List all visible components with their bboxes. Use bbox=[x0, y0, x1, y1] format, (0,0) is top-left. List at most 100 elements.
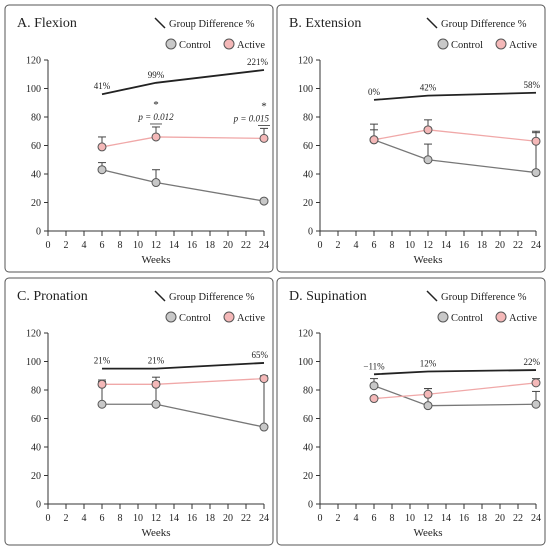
legend-difference-swatch bbox=[154, 17, 166, 29]
y-tick-label: 120 bbox=[298, 56, 313, 67]
significance-p-value: p = 0.012 bbox=[137, 112, 174, 122]
x-axis-label: Weeks bbox=[413, 254, 442, 266]
x-tick-label: 8 bbox=[118, 240, 123, 251]
x-tick-label: 16 bbox=[459, 513, 469, 524]
x-tick-label: 16 bbox=[187, 513, 197, 524]
difference-label: 221% bbox=[247, 57, 269, 67]
y-tick-label: 60 bbox=[31, 141, 41, 152]
active-point bbox=[151, 132, 161, 142]
legend-control-label: Control bbox=[451, 40, 483, 51]
x-tick-label: 20 bbox=[495, 513, 505, 524]
x-tick-label: 8 bbox=[390, 240, 395, 251]
x-tick-label: 12 bbox=[151, 513, 161, 524]
active-point bbox=[531, 378, 541, 388]
x-tick-label: 10 bbox=[405, 240, 415, 251]
y-tick-label: 80 bbox=[303, 386, 313, 397]
x-tick-label: 0 bbox=[46, 513, 51, 524]
y-tick-label: 100 bbox=[26, 357, 41, 368]
panel-frame bbox=[276, 277, 546, 546]
x-tick-label: 6 bbox=[100, 513, 105, 524]
difference-line bbox=[373, 369, 537, 376]
x-tick-label: 0 bbox=[46, 240, 51, 251]
x-tick-label: 14 bbox=[169, 240, 179, 251]
y-tick-label: 60 bbox=[303, 414, 313, 425]
x-tick-label: 18 bbox=[205, 240, 215, 251]
y-tick-label: 120 bbox=[298, 329, 313, 340]
y-tick-label: 100 bbox=[298, 357, 313, 368]
significance-p-value: p = 0.015 bbox=[233, 113, 270, 123]
y-tick-label: 60 bbox=[31, 414, 41, 425]
x-tick-label: 18 bbox=[477, 240, 487, 251]
difference-label: 22% bbox=[524, 357, 541, 367]
chart-panel-4: D. Supination Group Difference % Control Ac… bbox=[276, 277, 546, 546]
legend-control-marker bbox=[165, 38, 177, 50]
x-tick-label: 10 bbox=[133, 513, 143, 524]
active-point bbox=[423, 125, 433, 135]
y-tick-label: 60 bbox=[303, 141, 313, 152]
y-tick-label: 20 bbox=[303, 198, 313, 209]
legend-active-label: Active bbox=[509, 40, 537, 51]
active-point bbox=[97, 142, 107, 152]
control-point bbox=[423, 155, 433, 165]
difference-label: 21% bbox=[148, 356, 165, 366]
chart-panel-3: C. Pronation Group Difference % Control Act… bbox=[4, 277, 274, 546]
y-tick-label: 40 bbox=[303, 443, 313, 454]
x-tick-label: 10 bbox=[133, 240, 143, 251]
chart-panel-1: A. Flexion Group Difference % Control Activ… bbox=[4, 4, 274, 273]
x-tick-label: 6 bbox=[372, 240, 377, 251]
x-tick-label: 0 bbox=[318, 513, 323, 524]
x-axis-label: Weeks bbox=[141, 254, 170, 266]
legend-active-label: Active bbox=[237, 40, 265, 51]
x-tick-label: 2 bbox=[64, 240, 69, 251]
y-tick-label: 40 bbox=[31, 443, 41, 454]
legend-active-marker bbox=[223, 311, 235, 323]
active-point bbox=[151, 379, 161, 389]
difference-label: 99% bbox=[148, 70, 165, 80]
difference-label: 12% bbox=[420, 358, 437, 368]
x-tick-label: 10 bbox=[405, 513, 415, 524]
control-point bbox=[151, 399, 161, 409]
legend-control-marker bbox=[437, 38, 449, 50]
x-tick-label: 18 bbox=[205, 513, 215, 524]
x-tick-label: 24 bbox=[531, 513, 541, 524]
chart-title: B. Extension bbox=[289, 16, 361, 31]
y-tick-label: 40 bbox=[31, 170, 41, 181]
control-point bbox=[97, 165, 107, 175]
x-tick-label: 24 bbox=[259, 513, 269, 524]
x-tick-label: 12 bbox=[423, 513, 433, 524]
control-point bbox=[423, 401, 433, 411]
legend-difference-label: Group Difference % bbox=[169, 292, 255, 303]
control-point bbox=[369, 381, 379, 391]
x-axis-label: Weeks bbox=[413, 527, 442, 539]
significance-star: * bbox=[261, 100, 267, 112]
legend-active-label: Active bbox=[509, 313, 537, 324]
x-tick-label: 14 bbox=[169, 513, 179, 524]
y-tick-label: 0 bbox=[308, 500, 313, 511]
x-tick-label: 8 bbox=[390, 513, 395, 524]
x-tick-label: 22 bbox=[241, 240, 251, 251]
legend-control-marker bbox=[437, 311, 449, 323]
x-axis-label: Weeks bbox=[141, 527, 170, 539]
panel-frame bbox=[276, 4, 546, 273]
active-point bbox=[259, 374, 269, 384]
control-point bbox=[151, 178, 161, 188]
x-tick-label: 16 bbox=[187, 240, 197, 251]
y-tick-label: 20 bbox=[303, 471, 313, 482]
x-tick-label: 0 bbox=[318, 240, 323, 251]
y-tick-label: 20 bbox=[31, 471, 41, 482]
panel-frame bbox=[4, 277, 274, 546]
difference-label: 58% bbox=[524, 80, 541, 90]
x-tick-label: 14 bbox=[441, 240, 451, 251]
x-tick-label: 20 bbox=[223, 513, 233, 524]
x-tick-label: 20 bbox=[223, 240, 233, 251]
difference-line bbox=[101, 69, 265, 96]
x-tick-label: 6 bbox=[100, 240, 105, 251]
x-tick-label: 22 bbox=[513, 240, 523, 251]
legend-control-label: Control bbox=[179, 40, 211, 51]
y-tick-label: 0 bbox=[36, 227, 41, 238]
y-tick-label: 120 bbox=[26, 56, 41, 67]
legend-control-label: Control bbox=[451, 313, 483, 324]
x-tick-label: 8 bbox=[118, 513, 123, 524]
legend-difference-label: Group Difference % bbox=[441, 19, 527, 30]
